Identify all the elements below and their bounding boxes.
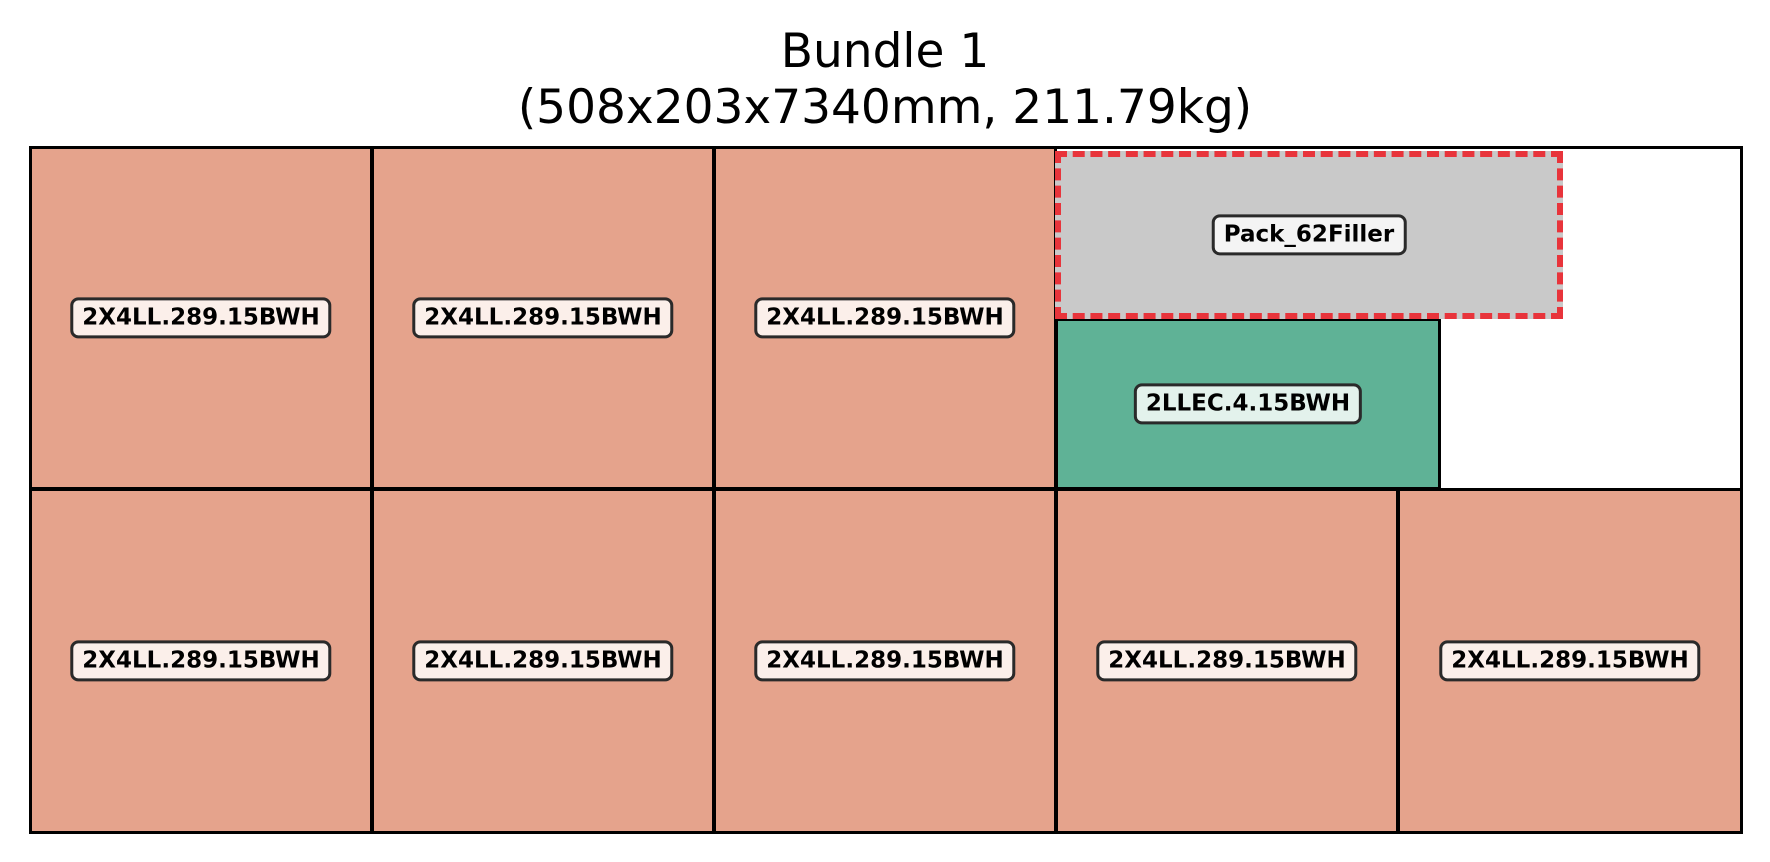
piece-label: Pack_62Filler [1211, 214, 1407, 256]
diagram-subtitle: (508x203x7340mm, 211.79kg) [517, 80, 1253, 135]
piece-label: 2X4LL.289.15BWH [754, 297, 1016, 339]
piece-label: 2X4LL.289.15BWH [70, 640, 332, 682]
piece-label: 2X4LL.289.15BWH [70, 297, 332, 339]
piece-label: 2X4LL.289.15BWH [1096, 640, 1358, 682]
piece-label: 2X4LL.289.15BWH [754, 640, 1016, 682]
piece-label: 2X4LL.289.15BWH [412, 297, 674, 339]
piece-label: 2LLEC.4.15BWH [1133, 383, 1363, 425]
diagram-title: Bundle 1 [780, 24, 990, 79]
piece-label: 2X4LL.289.15BWH [412, 640, 674, 682]
piece-label: 2X4LL.289.15BWH [1439, 640, 1701, 682]
